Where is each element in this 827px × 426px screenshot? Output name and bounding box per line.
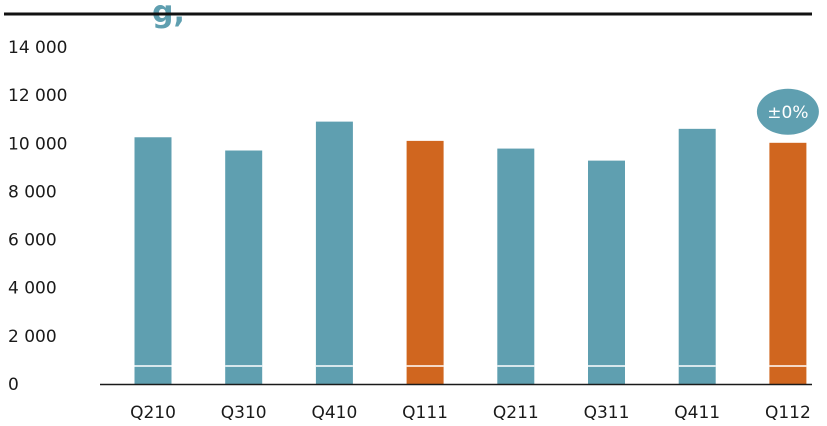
bar-q410 [315,121,353,384]
y-tick-label: 2 000 [8,327,57,347]
y-tick-label: 10 000 [8,134,67,154]
x-tick-label: Q211 [493,403,539,423]
y-tick-label: 4 000 [8,279,57,299]
y-tick-label: 12 000 [8,86,67,106]
x-tick-label: Q311 [584,403,630,423]
x-tick-label: Q410 [311,403,357,423]
y-tick-label: 6 000 [8,231,57,251]
x-tick-label: Q411 [674,403,720,423]
x-tick-label: Q111 [402,403,448,423]
y-tick-label: 0 [8,375,19,395]
x-tick-label: Q310 [221,403,267,423]
bar-q210 [134,137,172,384]
bars [134,121,807,384]
bar-q111 [406,140,444,384]
x-axis-labels: Q210 Q310 Q410 Q111 Q211 Q311 Q411 Q112 [130,403,811,423]
change-badge: ±0% [756,88,819,135]
bar-q311 [588,160,625,384]
x-tick-label: Q112 [765,403,811,423]
bar-q310 [225,150,263,384]
change-badge-label: ±0% [767,103,808,123]
y-tick-label: 14 000 [8,38,67,58]
bar-q411 [678,128,716,384]
x-tick-label: Q210 [130,403,176,423]
y-tick-label: 8 000 [8,182,57,202]
y-axis-ticks: 0 2 000 4 000 6 000 8 000 10 000 12 000 14 000 [8,38,67,395]
bar-q211 [497,148,535,384]
change-badge-shape [756,88,819,135]
bar-q112 [769,142,807,384]
